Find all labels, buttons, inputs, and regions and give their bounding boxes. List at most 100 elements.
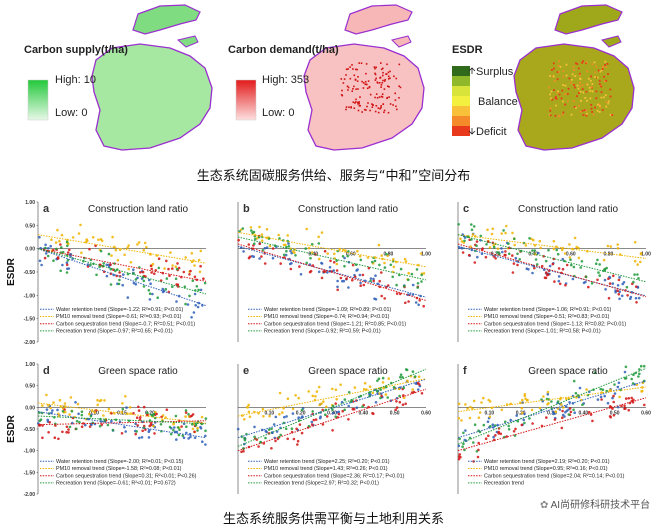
trend-line [457,367,647,445]
scatter-point [123,425,126,429]
scatter-point [61,250,65,254]
scatter-point [477,416,481,419]
scatter-point [240,450,243,454]
scatter-point [163,267,166,270]
panel-letter: c [463,203,469,215]
scatter-point [242,250,245,253]
scatter-point [257,445,260,448]
scatter-point [617,381,621,385]
demand-hotspot [375,105,378,107]
esdr-patch [548,113,551,116]
esdr-patch [590,107,593,110]
scatter-point [331,411,335,415]
scatter-point [577,256,581,260]
scatter-point [560,403,563,406]
scatter-point [475,240,479,243]
panel-title: Construction land ratio [88,204,188,215]
scatter-point [292,437,296,441]
scatter-point [507,424,510,428]
demand-hotspot [374,110,377,113]
legend-entry: Water retention trend (Slope=-1.22; R²=0… [56,307,184,313]
esdr-patch [554,114,557,117]
scatter-point [307,424,311,428]
esdr-patch [573,106,576,108]
scatter-point [258,257,261,260]
demand-hotspot [352,88,354,90]
esdr-legend-ramp [452,66,470,136]
scatter-point [470,228,474,232]
scatter-point [109,263,112,267]
scatter-point [48,421,51,424]
demand-hotspot [362,87,365,89]
scatter-point [531,249,534,252]
scatter-point [285,415,288,418]
demand-hotspot [355,101,357,103]
x-tick-label: 0.40 [358,410,368,416]
scatter-point [256,237,259,240]
supply-legend-ramp [27,79,49,121]
demand-hotspot [357,101,359,104]
scatter-point [187,437,190,440]
scatter-point [185,431,188,435]
scatter-point [184,409,188,412]
scatter-point [144,428,147,431]
scatter-point [638,368,641,371]
scatter-point [539,246,542,250]
scatter-point [331,429,334,432]
scatter-point [637,375,640,378]
scatter-point [394,408,397,412]
x-tick-label: 1.00 [641,252,651,258]
y-tick-label: 1.00 [25,200,35,206]
scatter-point [126,246,129,249]
esdr-patch [599,104,601,107]
scatter-point [333,252,336,256]
scatter-point [416,286,419,289]
scatter-point [572,265,576,269]
scatter-point [596,258,599,262]
scatter-point [458,437,461,440]
scatter-point [407,300,410,303]
scatter-point [296,439,300,443]
scatter-point [482,423,486,427]
scatter-point [623,404,626,408]
x-tick-label: 0.60 [566,252,576,258]
scatter-point [629,295,633,299]
esdr-patch [568,77,571,80]
scatter-point [86,239,89,243]
scatter-point [195,278,199,282]
scatter-point [107,407,111,411]
esdr-patch [585,61,588,64]
scatter-point [637,277,640,280]
scatter-point [616,405,620,409]
scatter-point [250,229,253,232]
scatter-point [191,413,195,416]
x-tick-label: 0.60 [346,252,356,258]
scatter-point [149,264,153,268]
esdr-patch [588,86,591,89]
scatter-point [548,264,552,268]
scatter-point [547,402,550,405]
scatter-point [335,259,338,262]
scatter-point [94,244,97,248]
x-tick-label: 0.10 [264,410,274,416]
scatter-point [61,430,64,434]
scatter-point [385,252,388,256]
scatter-point [298,265,301,268]
scatter-point [44,246,47,250]
esdr-patch [579,110,582,113]
scatter-point [355,406,359,409]
esdr-patch [604,64,606,66]
scatter-point [261,407,265,411]
scatter-point [157,257,161,260]
scatter-point [134,422,137,426]
esdr-patch [609,88,612,91]
scatter-point [630,377,633,381]
scatter-point [458,246,461,249]
scatter-point [492,245,496,249]
scatter-point [598,274,601,277]
scatter-point [547,273,550,276]
scatter-point [362,283,366,287]
scatter-point [38,259,42,263]
scatter-point [190,316,193,319]
scatter-point [68,425,72,429]
